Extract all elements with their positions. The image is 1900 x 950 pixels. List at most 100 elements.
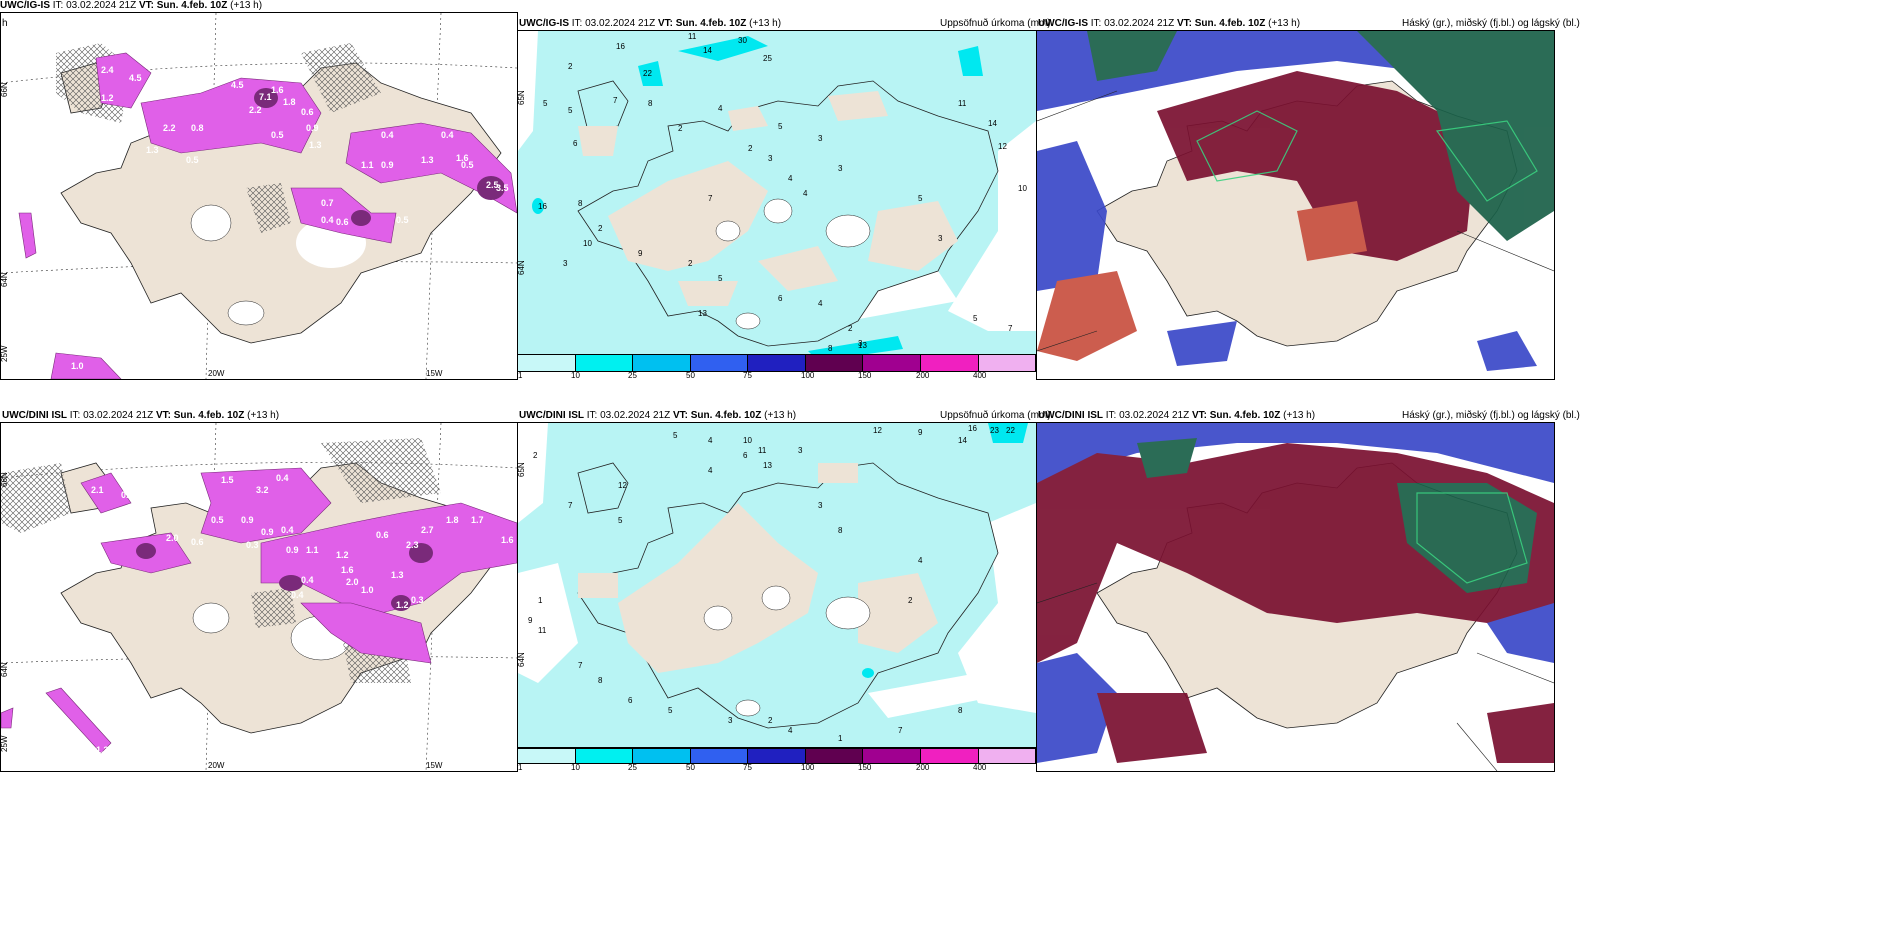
value-label: 14 <box>988 119 997 128</box>
value-label: 0.5 <box>461 160 474 170</box>
colorbar-label: 150 <box>858 763 872 772</box>
value-label: 1.3 <box>309 140 322 150</box>
value-label: 1.3 <box>146 145 159 155</box>
value-label: 5 <box>673 431 678 440</box>
panel-title-r2c2: Uppsöfnuð úrkoma (mm) <box>940 410 1051 421</box>
value-label: 0.8 <box>191 123 204 133</box>
value-label: 4 <box>788 726 793 735</box>
value-label: 3 <box>563 259 568 268</box>
colorbar-label: 400 <box>973 763 987 772</box>
value-label: 3.5 <box>496 183 509 193</box>
colorbar-swatch <box>690 749 749 763</box>
value-label: 0.4 <box>301 575 314 585</box>
colorbar-r2 <box>517 748 1037 764</box>
map-panel-r1c1: 2.4 4.5 1.2 2.2 1.6 4.5 7.1 2.2 1.8 0.6 0.9 2.2 0.8 1… <box>0 12 518 380</box>
colorbar-label: 50 <box>686 371 695 380</box>
value-label: 4 <box>708 436 713 445</box>
colorbar-swatch <box>920 749 979 763</box>
value-label: 8 <box>958 706 963 715</box>
value-label: 5 <box>718 274 723 283</box>
value-label: 11 <box>958 99 967 108</box>
value-label: 0.5 <box>121 490 134 500</box>
lat-tick-64n: 64N <box>518 260 526 275</box>
colorbar-swatch <box>863 355 921 371</box>
value-label: 2 <box>908 596 913 605</box>
value-label: 12 <box>873 426 882 435</box>
value-label: 5 <box>778 122 783 131</box>
value-label: 22 <box>1006 426 1015 435</box>
value-label: 8 <box>828 344 833 353</box>
colorbar-label: 1 <box>518 371 523 380</box>
map-panel-r2c3 <box>1036 422 1555 772</box>
value-label: 4 <box>818 299 823 308</box>
value-label: 4.5 <box>129 73 142 83</box>
header-overflow: h <box>2 18 8 29</box>
colorbar-label: 400 <box>973 371 987 380</box>
value-label: 30 <box>738 36 747 45</box>
value-label: 1.6 <box>456 153 469 163</box>
value-label: 0.5 <box>396 215 409 225</box>
panel-header-r2c2: UWC/DINI ISL IT: 03.02.2024 21Z VT: Sun.… <box>519 410 797 421</box>
colorbar-swatch <box>920 355 979 371</box>
value-label: 2.2 <box>249 105 262 115</box>
value-label: 13 <box>698 309 707 318</box>
map-canvas: 12 16 23 2214910111325463127543842191178653… <box>518 423 1036 747</box>
value-label: 23 <box>990 426 999 435</box>
value-label: 0.4 <box>321 215 334 225</box>
colorbar-swatch <box>863 749 921 763</box>
value-label: 3 <box>798 446 803 455</box>
colorbar-swatch <box>978 355 1036 371</box>
value-label: 0.9 <box>381 160 394 170</box>
value-label: 9 <box>528 616 533 625</box>
panel-header-r1c3: UWC/IG-IS IT: 03.02.2024 21Z VT: Sun. 4.… <box>1038 18 1301 29</box>
colorbar-r1 <box>517 354 1037 372</box>
value-label: 2.7 <box>421 525 434 535</box>
lon-tick-15w: 15W <box>426 761 443 770</box>
value-label: 1.3 <box>96 745 109 755</box>
panel-header-r1c2: UWC/IG-IS IT: 03.02.2024 21Z VT: Sun. 4.… <box>519 18 782 29</box>
map-canvas: 2.1 0.51.53.20.42.0 0.60.5 0.90.9 0.40.3 0.9 1… <box>1 423 517 771</box>
value-label: 7 <box>613 96 618 105</box>
value-label: 0.4 <box>441 130 454 140</box>
map-panel-r2c1: 2.1 0.5 1.5 3.2 0.4 2.0 0.6 0.5 0.9 0.9 0.4 0.3 0.9 1… <box>0 422 518 772</box>
value-label: 11 <box>538 626 547 635</box>
value-label: 2.5 <box>486 180 499 190</box>
value-label: 2 <box>533 451 538 460</box>
value-label: 1.1 <box>361 160 374 170</box>
value-label: 5 <box>543 99 548 108</box>
lat-tick-64n: 64N <box>518 652 526 667</box>
lon-tick-25w: 25W <box>1 735 9 752</box>
value-label: 0.9 <box>241 515 254 525</box>
lat-tick-64n: 64N <box>1 662 9 677</box>
value-label: 6 <box>743 451 748 460</box>
value-label: 9 <box>918 428 923 437</box>
value-label: 22 <box>643 69 652 78</box>
value-label: 2 <box>568 62 573 71</box>
value-label: 1.6 <box>501 535 514 545</box>
value-label: 8 <box>578 199 583 208</box>
value-label: 1.8 <box>446 515 459 525</box>
colorbar-swatch <box>633 749 691 763</box>
value-label: 8 <box>838 526 843 535</box>
colorbar-label: 100 <box>801 371 815 380</box>
value-label: 25 <box>763 54 772 63</box>
value-label: 2 <box>848 324 853 333</box>
value-label: 6 <box>573 139 578 148</box>
value-label: 10 <box>1018 184 1027 193</box>
value-label: 3 <box>938 234 943 243</box>
value-label: 12 <box>618 481 627 490</box>
map-panel-r2c2: 12 16 23 22 14 9 10 11 13 2 5 4 6 3 12 7 5 4 3 8 4 2 1 9 11 7 8 6 5 3… <box>517 422 1037 748</box>
value-label: 1.3 <box>391 570 404 580</box>
value-label: 8 <box>648 99 653 108</box>
value-label: 3 <box>818 501 823 510</box>
value-label: 2.2 <box>163 123 176 133</box>
value-label: 0.7 <box>321 198 334 208</box>
value-label: 3 <box>728 716 733 725</box>
value-label: 3 <box>858 339 863 348</box>
value-label: 2 <box>688 259 693 268</box>
value-label: 11 <box>688 32 697 41</box>
value-label: 2 <box>748 144 753 153</box>
panel-header-r2c1: UWC/DINI ISL IT: 03.02.2024 21Z VT: Sun.… <box>2 410 280 421</box>
value-label: 7 <box>898 726 903 735</box>
value-label: 1.7 <box>471 515 484 525</box>
